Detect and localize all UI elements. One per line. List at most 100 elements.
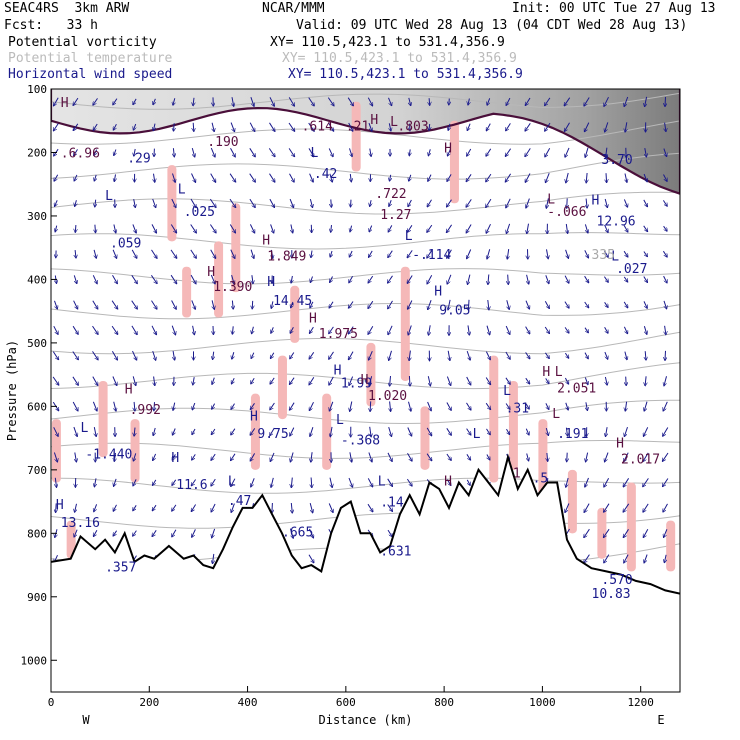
- extremum-label: L: [378, 475, 386, 490]
- pv-patch: [214, 241, 224, 318]
- wind-vector: [172, 504, 177, 511]
- wind-vector: [190, 249, 197, 258]
- org-name: NCAR/MMM: [262, 1, 325, 16]
- wind-vector: [547, 452, 548, 461]
- extremum-label: H: [334, 364, 342, 379]
- extremum-label: L: [555, 365, 563, 380]
- wind-vector: [644, 554, 648, 563]
- wind-vector: [231, 478, 236, 487]
- extremum-label: 1.99: [341, 376, 372, 391]
- wind-vector: [389, 200, 391, 206]
- x-tick-label: 600: [336, 696, 356, 709]
- field-pt-xy: XY= 110.5,423.1 to 531.4,356.9: [282, 51, 517, 66]
- wind-vector: [488, 274, 489, 285]
- wind-vector: [564, 275, 569, 283]
- wind-vector: [251, 377, 255, 384]
- wind-vector: [409, 350, 410, 361]
- wind-vector: [114, 149, 116, 156]
- wind-vector: [252, 326, 254, 334]
- wind-vector: [506, 223, 511, 234]
- wind-vector: [249, 198, 255, 207]
- theta-contour: [51, 232, 680, 250]
- wind-vector: [74, 149, 78, 155]
- wind-vector: [114, 452, 115, 461]
- extremum-label: .42: [314, 167, 337, 182]
- wind-vector: [151, 300, 157, 309]
- wind-vector: [230, 147, 236, 157]
- extremum-label: L: [311, 146, 319, 161]
- wind-vector: [351, 199, 352, 207]
- wind-vector: [193, 97, 194, 106]
- wind-vector: [270, 452, 275, 462]
- wind-vector: [133, 98, 137, 105]
- wind-vector: [546, 427, 548, 435]
- pv-patch: [597, 507, 607, 559]
- wind-vector: [111, 351, 117, 360]
- wind-vector: [269, 173, 275, 182]
- extremum-label: H: [250, 409, 258, 424]
- x-tick-label: 200: [139, 696, 159, 709]
- wind-vector: [428, 376, 430, 386]
- wind-vector: [288, 97, 294, 106]
- wind-vector: [210, 173, 216, 183]
- wind-vector: [288, 148, 294, 156]
- wind-vector: [564, 97, 571, 106]
- wind-vector: [370, 148, 371, 157]
- wind-vector: [566, 402, 568, 410]
- wind-vector: [93, 123, 98, 130]
- wind-vector: [251, 478, 255, 487]
- wind-vector: [585, 477, 589, 487]
- wind-vector: [585, 147, 589, 158]
- wind-vector: [564, 301, 569, 308]
- wind-vector: [368, 325, 374, 334]
- wind-vector: [132, 224, 136, 233]
- wind-vector: [348, 477, 353, 487]
- wind-vector: [152, 504, 157, 510]
- wind-vector: [171, 325, 175, 335]
- wind-vector: [272, 502, 273, 513]
- wind-vector: [466, 454, 471, 460]
- wind-vector: [309, 352, 315, 359]
- wind-vector: [506, 300, 509, 309]
- wind-vector: [309, 401, 314, 410]
- wind-vector: [209, 224, 216, 233]
- wind-vector: [663, 427, 669, 437]
- wind-vector: [487, 249, 491, 259]
- wind-vector: [506, 97, 511, 105]
- theta-contour: [51, 268, 680, 285]
- wind-vector: [331, 199, 332, 207]
- wind-vector: [310, 301, 314, 308]
- wind-vector: [586, 452, 588, 462]
- wind-vector: [448, 350, 450, 361]
- wind-vector: [643, 276, 648, 283]
- extremum-label: L: [503, 384, 511, 399]
- extremum-label: L: [105, 189, 113, 204]
- wind-vector: [190, 274, 196, 284]
- extremum-label: L: [390, 115, 398, 130]
- wind-vector: [526, 198, 530, 208]
- pv-patch: [508, 380, 518, 470]
- wind-vector: [75, 452, 77, 462]
- wind-vector: [625, 351, 627, 360]
- wind-vector: [662, 200, 667, 206]
- wind-vector: [643, 478, 649, 486]
- wind-vector: [211, 453, 216, 460]
- wind-vector: [406, 478, 412, 486]
- wind-vector: [663, 401, 668, 411]
- wind-vector: [94, 174, 96, 181]
- wind-vector: [407, 250, 413, 257]
- wind-vector: [134, 427, 135, 436]
- wind-vector: [605, 122, 609, 131]
- y-tick-label: 200: [27, 146, 47, 159]
- wind-vector: [643, 251, 647, 257]
- wind-vector: [311, 477, 312, 488]
- wind-vector: [173, 402, 175, 411]
- wind-vector: [75, 200, 77, 206]
- wind-vector: [232, 377, 235, 384]
- wind-vector: [329, 376, 334, 385]
- wind-vector: [606, 147, 607, 158]
- wind-vector: [486, 325, 490, 335]
- wind-vector: [330, 477, 332, 488]
- wind-vector: [623, 301, 628, 308]
- wind-vector: [252, 275, 253, 283]
